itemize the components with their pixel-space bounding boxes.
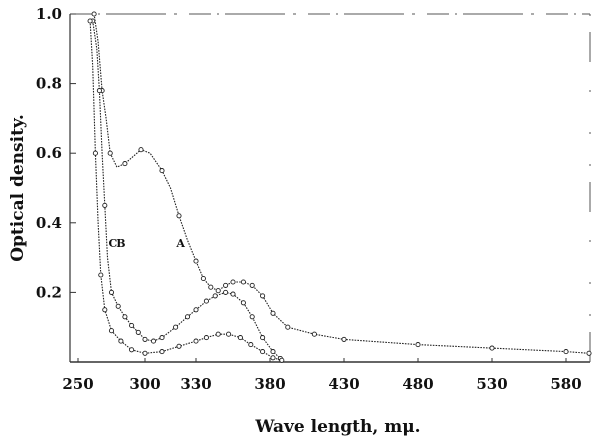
data-point [260,293,266,299]
data-point [586,350,592,356]
data-point [115,303,121,309]
data-point [223,282,229,288]
x-tick-label: 380 [254,375,285,393]
x-axis-label: Wave length, mμ. [254,417,420,437]
data-point [215,288,221,294]
data-point [150,338,157,344]
data-point [311,331,317,337]
data-point [176,343,182,349]
data-point [129,322,135,329]
data-point [107,150,113,156]
data-point [223,289,229,295]
data-point [203,335,209,341]
data-point [203,298,209,304]
data-point [341,336,347,342]
data-point [98,272,104,278]
data-point [279,357,285,363]
data-point [563,349,569,355]
data-point [102,307,108,313]
data-point [138,147,144,153]
x-tick-label: 330 [180,375,211,393]
data-point [240,300,246,306]
x-tick-label: 300 [129,375,160,393]
data-point [249,282,255,288]
x-tick-label: 530 [476,375,507,393]
curve-a: A [91,11,592,356]
data-point [270,349,276,355]
data-point [200,275,206,282]
curve-label-a: A [175,237,185,250]
data-point [193,258,199,264]
data-point [92,150,98,156]
data-point [176,213,182,219]
data-point [260,349,266,355]
data-point [212,293,218,299]
data-point [142,350,148,356]
data-point [240,279,246,285]
data-point [159,168,165,174]
x-tick-label: 480 [402,375,433,393]
data-point [193,338,199,344]
y-axis-label: Optical density. [8,114,28,262]
data-point [102,202,108,208]
x-tick-label: 430 [328,375,359,393]
data-point [249,314,255,320]
data-point [129,347,135,353]
y-tick-label: 0.8 [36,75,62,93]
data-point [285,324,291,330]
curve-c: C [87,18,285,363]
data-point [159,349,165,355]
data-point [270,355,276,361]
data-point [184,314,191,320]
curve-a-line [93,13,590,354]
data-point [96,88,102,94]
data-point [122,314,128,320]
curve-b-line [92,20,281,359]
curve-b: B [90,18,283,362]
data-point [91,11,97,17]
data-point [193,307,199,313]
x-axis-ticks: 250 300 330 380 430 480 530 580 [62,358,582,393]
data-point [108,328,115,334]
data-point [208,284,214,290]
data-point [159,335,165,341]
data-point [230,291,236,297]
y-tick-label: 0.6 [36,144,62,162]
plot-frame [69,13,591,363]
y-tick-label: 0.4 [36,214,62,232]
data-point [230,279,236,285]
data-point [118,338,124,344]
data-point [489,345,495,351]
y-axis-ticks: 0.2 0.4 0.6 0.8 1.0 [36,5,76,301]
data-point [248,342,254,348]
data-point [122,161,128,167]
data-point [135,329,141,335]
curves: A BC [87,11,592,363]
data-point [215,331,221,337]
data-point [237,335,243,341]
data-point [226,331,232,337]
y-tick-label: 0.2 [36,283,62,301]
y-tick-label: 1.0 [36,5,62,23]
x-tick-label: 580 [550,375,581,393]
curve-c-line [89,20,282,361]
data-point [87,18,93,24]
curve-label-c: C [108,237,117,250]
data-point [173,324,179,330]
data-point [270,310,276,316]
data-point [108,289,115,295]
data-point [260,335,266,341]
data-point [142,336,148,342]
x-tick-label: 250 [62,375,93,393]
data-point [415,342,421,348]
curve-label-b: B [116,237,125,250]
